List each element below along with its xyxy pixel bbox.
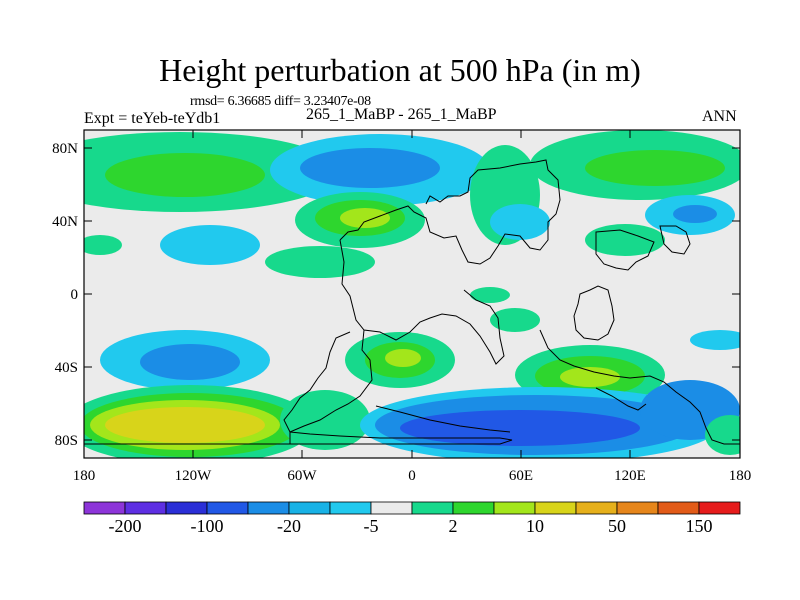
lat-label: 40N	[52, 214, 78, 230]
colorbar-label: 150	[686, 516, 713, 536]
colorbar-labels: -200 -100 -20 -5 2 10 50 150	[109, 516, 713, 536]
positive-anomaly	[705, 415, 740, 455]
negative-anomaly	[400, 410, 640, 446]
negative-anomaly	[490, 204, 550, 240]
lat-tick-marks	[84, 147, 740, 441]
positive-anomaly	[490, 308, 540, 332]
colorbar-swatch	[575, 501, 618, 515]
colorbar-swatch	[370, 501, 413, 515]
lon-label: 180	[729, 468, 752, 484]
lat-labels: 80N 40N 0 40S 80S	[52, 141, 78, 449]
positive-anomaly	[585, 224, 665, 256]
lon-label: 120E	[614, 468, 646, 484]
lat-label: 80N	[52, 141, 78, 157]
positive-anomaly	[585, 150, 725, 186]
colorbar-label: -200	[109, 516, 142, 536]
colorbar-swatch	[288, 501, 331, 515]
lon-label: 0	[408, 468, 416, 484]
positive-anomaly	[280, 390, 370, 450]
coastlines	[84, 159, 740, 445]
positive-anomaly	[385, 349, 421, 367]
season-label: ANN	[702, 108, 737, 125]
colorbar-swatch	[329, 501, 372, 515]
plot-title: Height perturbation at 500 hPa (in m)	[159, 52, 641, 88]
colorbar-label: -20	[277, 516, 301, 536]
colorbar-swatch	[247, 501, 290, 515]
colorbar-swatch	[124, 501, 167, 515]
positive-anomaly	[265, 246, 375, 278]
lon-tick-marks	[83, 130, 741, 458]
lat-label: 40S	[55, 360, 78, 376]
negative-anomaly	[673, 205, 717, 223]
positive-anomaly	[340, 208, 390, 228]
negative-anomaly	[690, 330, 740, 350]
positive-anomaly	[84, 235, 122, 255]
colorbar-swatch	[165, 501, 208, 515]
center-label: 265_1_MaBP - 265_1_MaBP	[306, 106, 497, 123]
positive-anomaly	[560, 367, 620, 387]
colorbar-swatch	[534, 501, 577, 515]
colorbar-label: 10	[526, 516, 544, 536]
colorbar-swatch	[616, 501, 659, 515]
lon-labels: 180 120W 60W 0 60E 120E 180	[73, 468, 752, 484]
colorbar-label: 2	[449, 516, 458, 536]
positive-anomaly	[105, 407, 265, 443]
positive-anomaly	[470, 287, 510, 303]
negative-anomaly	[300, 148, 440, 188]
experiment-label: Expt = teYeb-teYdb1	[84, 110, 221, 127]
colorbar-label: 50	[608, 516, 626, 536]
colorbar-swatch	[206, 501, 249, 515]
stats-line: rmsd= 6.36685 diff= 3.23407e-08	[190, 94, 371, 109]
lon-label: 120W	[175, 468, 213, 484]
colorbar-swatch	[493, 501, 536, 515]
colorbar-swatch	[83, 501, 126, 515]
colorbar-label: -100	[191, 516, 224, 536]
colorbar-swatch	[452, 501, 495, 515]
colorbar-label: -5	[364, 516, 379, 536]
colorbar-swatch	[698, 501, 741, 515]
colorbar-swatch	[657, 501, 700, 515]
colorbar-swatch	[411, 501, 454, 515]
negative-anomaly	[140, 344, 240, 380]
lat-label: 80S	[55, 433, 78, 449]
contour-field	[84, 130, 740, 458]
lon-label: 60W	[287, 468, 317, 484]
lon-label: 180	[73, 468, 96, 484]
negative-anomaly	[160, 225, 260, 265]
positive-anomaly	[105, 153, 265, 197]
lat-label: 0	[71, 287, 79, 303]
lon-label: 60E	[509, 468, 533, 484]
colorbar	[83, 501, 741, 515]
